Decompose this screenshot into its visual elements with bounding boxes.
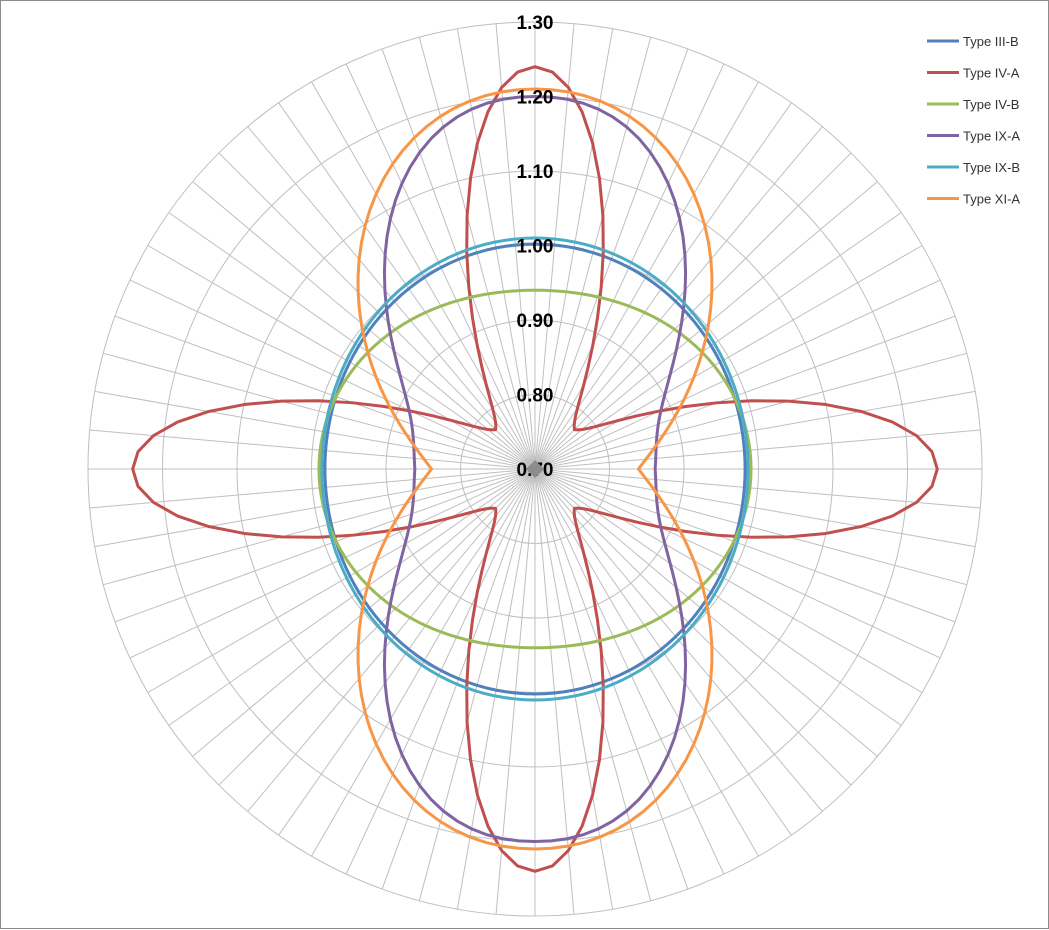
radial-tick-label: 1.00 [517, 237, 554, 258]
series-line-type-iv-b [317, 288, 753, 650]
grid-spoke [89, 468, 536, 509]
legend-entry: Type IV-A [927, 66, 1020, 81]
grid-spoke [534, 468, 941, 659]
grid-spoke [311, 81, 536, 470]
grid-spoke [103, 352, 536, 470]
legend-entry: Type IX-A [927, 129, 1020, 144]
radial-tick-label: 1.10 [517, 162, 554, 183]
legend-entry: Type IX-B [927, 160, 1020, 175]
series-layer [131, 65, 939, 873]
grid-spoke [129, 279, 536, 470]
radial-tick-labels: 0.700.800.901.001.101.201.30 [517, 13, 554, 481]
grid-spoke [147, 245, 536, 470]
radial-tick-label: 1.30 [517, 13, 554, 34]
center-marker [526, 460, 544, 478]
radial-tick-label: 0.90 [517, 311, 554, 332]
legend: Type III-B Type IV-A Type IV-B Type IX-A Typ… [927, 34, 1020, 207]
grid-spoke [129, 468, 536, 659]
grid-spoke [534, 468, 976, 548]
legend-label: Type XI-A [963, 192, 1020, 207]
radial-tick-label: 0.80 [517, 386, 554, 407]
grid-spoke [534, 315, 956, 470]
series-line-type-iii-b [323, 242, 747, 696]
grid-spoke [534, 429, 981, 470]
grid-spoke [534, 468, 923, 693]
legend-label: Type IX-A [963, 129, 1020, 144]
grid-spoke [534, 468, 967, 586]
grid-spoke [192, 468, 536, 757]
series-line-type-ix-b [320, 236, 750, 702]
grid-spoke [94, 390, 536, 470]
grid-spoke [534, 468, 981, 509]
radial-tick-label: 1.20 [517, 88, 554, 109]
grid-spoke [534, 468, 956, 623]
series-line-type-xi-a [356, 87, 714, 851]
grid-spoke [103, 468, 536, 586]
grid-spoke [192, 181, 536, 470]
grid-spoke [311, 468, 536, 857]
grid-spoke [534, 181, 878, 470]
legend-label: Type IV-B [963, 97, 1019, 112]
series-line-type-ix-a [382, 95, 688, 843]
legend-label: Type IX-B [963, 160, 1020, 175]
legend-entry: Type IV-B [927, 97, 1019, 112]
grid-spoke [89, 429, 536, 470]
grid-spoke [534, 81, 759, 470]
grid-spoke [534, 279, 941, 470]
grid-spoke [147, 468, 536, 693]
grid-spoke [534, 245, 923, 470]
legend-label: Type III-B [963, 34, 1019, 49]
grid-spoke [534, 352, 967, 470]
grid-spoke [534, 468, 759, 857]
grid-spoke [534, 390, 976, 470]
series-line-type-iv-a [131, 65, 939, 873]
grid-spoke [94, 468, 536, 548]
legend-entry: Type XI-A [927, 192, 1020, 207]
grid-spoke [114, 315, 536, 470]
grid-spoke [534, 468, 878, 757]
grid-spoke [114, 468, 536, 623]
legend-label: Type IV-A [963, 66, 1020, 81]
legend-entry: Type III-B [927, 34, 1019, 49]
